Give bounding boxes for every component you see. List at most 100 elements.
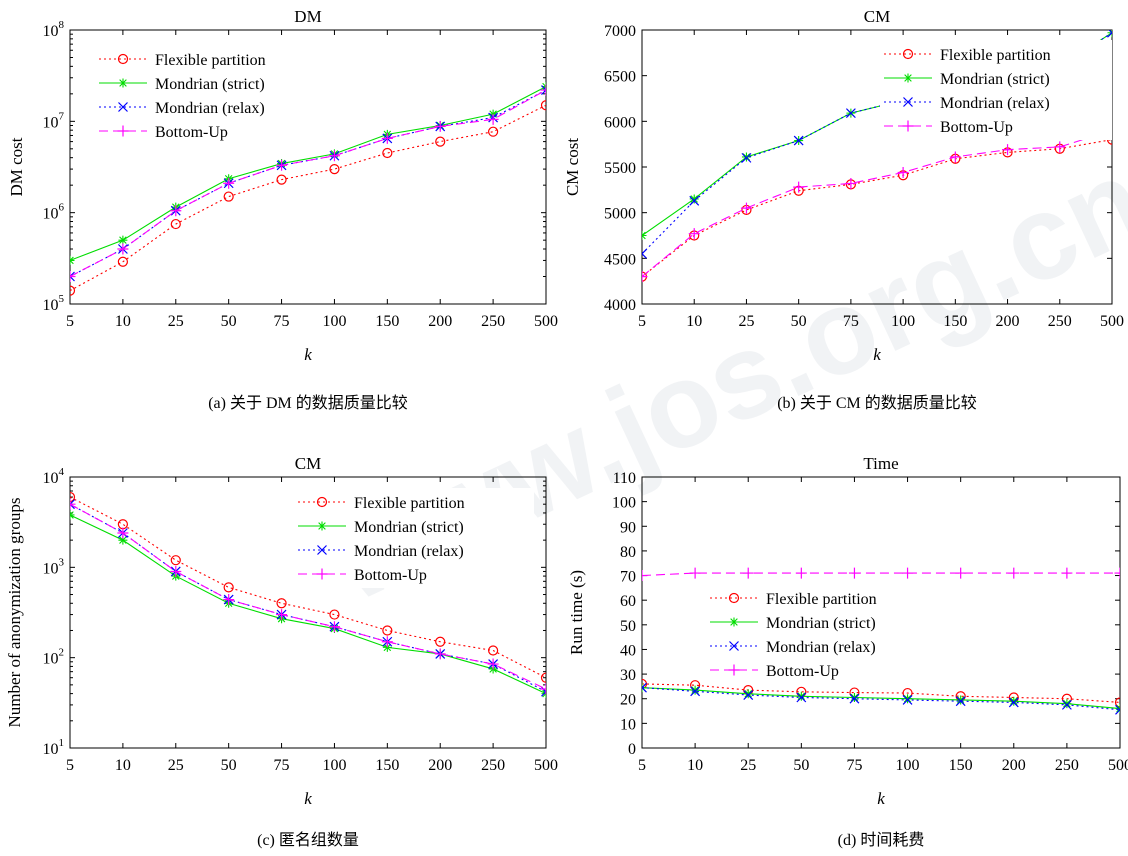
x-tick-label: 25 bbox=[740, 757, 756, 774]
data-point bbox=[276, 598, 287, 609]
series-group bbox=[70, 491, 546, 699]
y-tick-label: 0 bbox=[628, 741, 636, 758]
subfigure-caption: (a) 关于 DM 的数据质量比较 bbox=[208, 394, 408, 412]
legend-label: Mondrian (relax) bbox=[940, 95, 1050, 112]
plot-frame bbox=[641, 476, 1121, 749]
data-point bbox=[1009, 696, 1019, 706]
legend: Flexible partition Mondrian (strict) Mondr… bbox=[294, 488, 534, 588]
data-point bbox=[435, 136, 446, 147]
legend-marker bbox=[902, 48, 914, 60]
legend-marker bbox=[902, 120, 914, 132]
subfigure-caption: (d) 时间耗费 bbox=[838, 831, 925, 849]
chart-title: DM bbox=[294, 7, 321, 26]
data-point bbox=[1114, 567, 1120, 579]
y-tick-label: 105 bbox=[43, 293, 65, 314]
data-point bbox=[1002, 144, 1014, 156]
chart-title: CM bbox=[295, 454, 321, 473]
x-tick-label: 100 bbox=[322, 313, 346, 330]
data-point bbox=[276, 609, 288, 621]
legend-label: Bottom-Up bbox=[354, 567, 427, 584]
x-tick-label: 100 bbox=[891, 313, 915, 330]
y-tick-label: 5500 bbox=[604, 160, 636, 177]
series-line-2 bbox=[70, 86, 546, 261]
data-point bbox=[382, 625, 393, 636]
data-point bbox=[170, 565, 182, 577]
data-point bbox=[541, 85, 546, 95]
legend-label: Mondrian (strict) bbox=[940, 71, 1050, 88]
legend-label: Bottom-Up bbox=[766, 663, 839, 680]
y-axis-label: CM cost bbox=[563, 138, 582, 196]
legend-label: Mondrian (strict) bbox=[354, 519, 464, 536]
x-tick-label: 250 bbox=[481, 313, 505, 330]
legend-label: Bottom-Up bbox=[940, 119, 1013, 136]
legend: Flexible partition Mondrian (strict) Mondr… bbox=[95, 45, 305, 155]
legend: Flexible partition Mondrian (strict) Mondr… bbox=[706, 584, 932, 684]
data-point bbox=[1114, 697, 1120, 708]
y-tick-label: 108 bbox=[43, 19, 65, 40]
data-point bbox=[117, 519, 128, 530]
data-point bbox=[382, 147, 393, 159]
legend-marker bbox=[118, 78, 128, 88]
data-point bbox=[382, 642, 392, 652]
x-axis-label: k bbox=[304, 789, 312, 808]
data-point bbox=[117, 256, 128, 267]
data-point bbox=[276, 159, 288, 171]
y-tick-label: 4500 bbox=[604, 251, 636, 268]
data-point bbox=[689, 195, 700, 206]
y-tick-label: 20 bbox=[620, 692, 636, 709]
data-point bbox=[688, 228, 700, 240]
y-tick-label: 110 bbox=[613, 470, 636, 487]
x-tick-label: 50 bbox=[793, 757, 809, 774]
data-point bbox=[1061, 567, 1073, 579]
x-tick-label: 50 bbox=[791, 313, 807, 330]
data-point bbox=[329, 163, 340, 175]
legend-background bbox=[95, 45, 305, 155]
series-line-4 bbox=[70, 89, 546, 277]
data-point bbox=[488, 645, 499, 656]
data-point bbox=[488, 126, 499, 137]
legend-label: Bottom-Up bbox=[155, 124, 228, 141]
data-point bbox=[118, 235, 128, 245]
data-point bbox=[903, 694, 913, 704]
legend: Flexible partition Mondrian (strict) Mondr… bbox=[880, 40, 1112, 140]
data-point bbox=[1008, 567, 1020, 579]
data-point bbox=[690, 685, 700, 695]
y-tick-label: 104 bbox=[43, 466, 65, 487]
chart-panel-3: CM 5 10 25 50 75 100 150 200 250 500 k 101 102 103 104 N… bbox=[5, 454, 558, 849]
subfigure-caption: (c) 匿名组数量 bbox=[257, 831, 359, 849]
legend-marker bbox=[316, 496, 328, 508]
y-tick-label: 90 bbox=[620, 519, 636, 536]
data-point bbox=[381, 636, 393, 648]
x-tick-label: 25 bbox=[738, 313, 754, 330]
series-line-2 bbox=[70, 514, 546, 695]
y-tick-label: 107 bbox=[43, 110, 65, 131]
series-line-1 bbox=[642, 139, 1112, 278]
legend-marker bbox=[903, 97, 913, 107]
data-point bbox=[70, 499, 75, 510]
data-point bbox=[434, 648, 446, 660]
y-tick-label: 7000 bbox=[604, 23, 636, 40]
y-tick-label: 5000 bbox=[604, 206, 636, 223]
data-point bbox=[1115, 704, 1120, 715]
data-point bbox=[743, 690, 754, 700]
series-line-2 bbox=[642, 687, 1120, 710]
data-point bbox=[897, 166, 909, 178]
data-point bbox=[487, 658, 499, 670]
x-tick-label: 500 bbox=[1100, 313, 1124, 330]
x-tick-label: 10 bbox=[687, 757, 703, 774]
y-tick-label: 50 bbox=[620, 618, 636, 635]
data-point bbox=[642, 271, 648, 283]
data-point bbox=[435, 636, 446, 647]
legend-label: Flexible partition bbox=[940, 47, 1051, 64]
data-point bbox=[276, 174, 287, 185]
y-tick-label: 80 bbox=[620, 544, 636, 561]
data-point bbox=[795, 567, 807, 579]
data-point bbox=[70, 271, 75, 282]
data-point bbox=[1107, 30, 1112, 38]
legend-marker bbox=[729, 641, 739, 651]
data-point bbox=[689, 567, 701, 579]
data-point bbox=[223, 191, 234, 202]
series-line-1 bbox=[70, 104, 546, 292]
data-point bbox=[955, 696, 966, 707]
data-point bbox=[170, 205, 182, 217]
